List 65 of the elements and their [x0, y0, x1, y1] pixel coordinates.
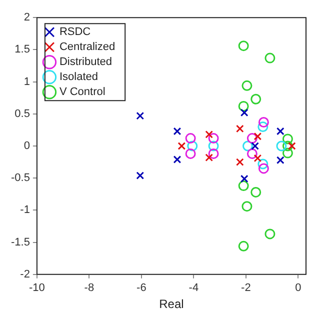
x-tick-label: -8 — [84, 282, 94, 294]
point — [236, 158, 244, 166]
point — [276, 127, 284, 136]
point — [240, 174, 248, 183]
point — [205, 154, 214, 162]
point — [246, 148, 258, 159]
x-axis-title: Real — [159, 297, 184, 312]
x-tick-label: 0 — [295, 282, 302, 294]
point — [136, 172, 144, 180]
point — [208, 148, 219, 159]
point — [276, 156, 284, 164]
point — [238, 240, 249, 252]
y-tick-label: 2 — [24, 12, 30, 24]
y-tick-label: -1 — [20, 204, 30, 216]
point — [288, 142, 296, 150]
legend-label: V Control — [59, 86, 106, 98]
point — [242, 140, 253, 152]
point — [276, 140, 287, 152]
point — [240, 108, 248, 117]
x-tick-label: -2 — [241, 282, 251, 294]
point — [251, 142, 259, 150]
point — [173, 127, 182, 136]
y-tick-label: -0.5 — [10, 172, 30, 184]
point — [238, 100, 249, 112]
x-tick-label: -6 — [136, 282, 146, 294]
point — [250, 94, 262, 104]
point — [185, 148, 196, 159]
point — [208, 133, 219, 144]
point — [236, 124, 244, 133]
point — [254, 132, 262, 140]
point — [254, 154, 262, 162]
point — [246, 133, 258, 144]
point — [238, 40, 249, 52]
point — [258, 158, 268, 170]
y-tick-label: 1.5 — [14, 44, 30, 56]
y-tick-label: 0.5 — [14, 108, 30, 120]
point — [282, 134, 293, 144]
y-tick-label: -2 — [20, 268, 30, 280]
point — [242, 201, 252, 212]
legend-label: Centralized — [59, 41, 116, 54]
point — [187, 140, 198, 152]
point — [258, 121, 268, 132]
point — [264, 228, 276, 240]
point — [136, 112, 144, 120]
y-tick-label: 0 — [24, 140, 30, 152]
point — [242, 80, 252, 91]
point — [185, 133, 196, 144]
y-tick-label: 1 — [24, 76, 30, 88]
point — [178, 142, 186, 150]
legend-label: Isolated — [59, 71, 98, 84]
point — [208, 140, 219, 152]
point — [264, 52, 276, 64]
x-tick-label: -4 — [188, 282, 199, 294]
x-tick-label: -10 — [29, 282, 45, 294]
point — [258, 116, 269, 128]
point — [250, 186, 262, 198]
point — [205, 130, 214, 138]
point — [173, 156, 182, 164]
legend-label: Distributed — [59, 56, 112, 68]
legend-label: RSDC — [59, 26, 91, 38]
point — [282, 140, 293, 152]
point — [258, 163, 269, 174]
point — [238, 180, 249, 192]
y-tick-label: -1.5 — [10, 236, 30, 248]
point — [282, 148, 293, 158]
